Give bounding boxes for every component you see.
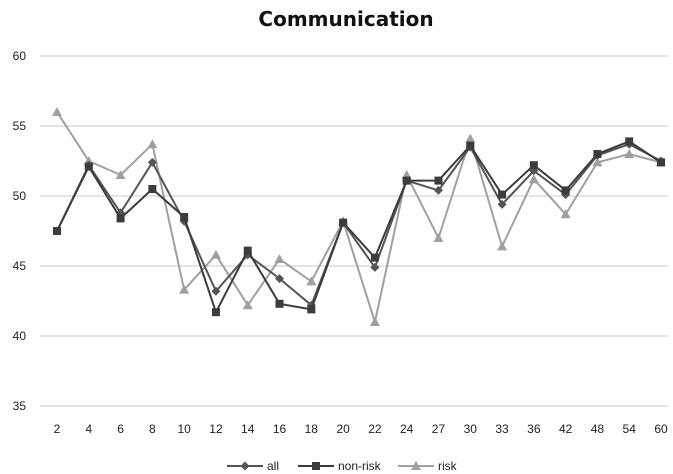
data-point-non-risk — [307, 305, 316, 314]
data-point-non-risk — [243, 246, 252, 255]
x-tick-label: 2 — [54, 422, 61, 436]
data-point-risk — [115, 170, 126, 179]
plot-area — [52, 107, 666, 326]
legend-item-non-risk: non-risk — [298, 459, 382, 473]
series-line-non-risk — [56, 140, 662, 315]
data-point-risk — [147, 139, 158, 149]
data-point-non-risk — [529, 161, 538, 170]
x-tick-label: 14 — [241, 422, 255, 436]
data-point-risk — [242, 300, 253, 310]
legend: all non-risk risk — [227, 459, 458, 473]
y-tick-label: 45 — [13, 259, 27, 273]
x-tick-label: 12 — [209, 422, 223, 436]
series-non-risk — [53, 137, 665, 317]
data-point-non-risk — [180, 213, 189, 221]
x-tick-label: 4 — [85, 422, 92, 436]
x-tick-label: 8 — [149, 422, 156, 436]
x-tick-label: 27 — [432, 422, 446, 436]
data-point-risk — [497, 241, 508, 251]
data-point-all — [497, 199, 507, 209]
data-point-non-risk — [148, 185, 157, 193]
data-point-non-risk — [466, 141, 475, 150]
x-tick-label: 54 — [623, 422, 637, 436]
x-tick-label: 6 — [117, 422, 124, 436]
legend-item-all: all — [227, 459, 279, 473]
legend-label: non-risk — [338, 459, 382, 473]
data-point-non-risk — [211, 308, 220, 317]
data-point-risk — [52, 107, 62, 116]
series-line-risk — [56, 111, 662, 326]
data-point-non-risk — [402, 176, 411, 185]
data-point-non-risk — [339, 218, 348, 227]
data-point-non-risk — [275, 299, 284, 308]
data-point-non-risk — [561, 186, 570, 195]
data-point-all — [433, 185, 443, 195]
legend-marker-non-risk — [312, 462, 320, 470]
legend-marker-all — [240, 461, 250, 471]
x-tick-label: 18 — [305, 422, 319, 436]
data-point-risk — [306, 276, 317, 286]
grid-lines — [40, 55, 668, 407]
x-tick-label: 10 — [177, 422, 191, 436]
data-point-risk — [210, 249, 221, 259]
data-point-non-risk — [498, 190, 507, 199]
data-point-risk — [624, 149, 635, 158]
x-tick-label: 60 — [654, 422, 668, 436]
chart-title: Communication — [258, 7, 433, 31]
y-axis: 35 40 45 50 55 60 — [13, 49, 27, 413]
data-point-non-risk — [116, 214, 125, 223]
data-point-all — [211, 286, 221, 296]
y-tick-label: 40 — [13, 329, 27, 343]
legend-label: all — [267, 459, 279, 473]
y-tick-label: 55 — [13, 119, 27, 133]
data-point-risk — [274, 254, 285, 263]
x-tick-label: 30 — [464, 422, 478, 436]
data-point-non-risk — [593, 150, 602, 158]
y-tick-label: 60 — [13, 49, 27, 63]
data-point-risk — [369, 317, 380, 326]
x-tick-label: 24 — [400, 422, 414, 436]
data-point-non-risk — [657, 158, 665, 167]
y-tick-label: 35 — [13, 399, 27, 413]
x-tick-label: 42 — [559, 422, 573, 436]
series-risk — [52, 107, 666, 326]
x-tick-label: 33 — [495, 422, 509, 436]
data-point-risk — [528, 174, 539, 184]
data-point-risk — [179, 284, 190, 294]
data-point-all — [147, 157, 157, 167]
x-tick-label: 20 — [336, 422, 350, 436]
x-axis: 2 4 6 8 10 12 14 16 18 20 22 24 27 30 33 36 42 48 54 60 — [54, 422, 668, 436]
x-tick-label: 48 — [591, 422, 605, 436]
data-point-non-risk — [370, 253, 379, 262]
legend-marker-risk — [411, 461, 421, 470]
data-point-all — [275, 274, 285, 284]
x-tick-label: 22 — [368, 422, 382, 436]
series-line-all — [56, 143, 662, 307]
data-point-non-risk — [434, 176, 443, 185]
data-point-risk — [433, 233, 444, 242]
data-point-risk — [465, 133, 476, 143]
legend-label: risk — [438, 459, 458, 473]
data-point-all — [370, 262, 380, 272]
data-point-risk — [560, 209, 571, 219]
series-all — [52, 139, 666, 310]
y-tick-label: 50 — [13, 189, 27, 203]
data-point-non-risk — [84, 162, 93, 171]
data-point-non-risk — [625, 137, 634, 146]
x-tick-label: 16 — [273, 422, 287, 436]
legend-item-risk: risk — [398, 459, 458, 473]
x-tick-label: 36 — [527, 422, 541, 436]
data-point-risk — [592, 157, 603, 167]
data-point-non-risk — [53, 227, 61, 235]
